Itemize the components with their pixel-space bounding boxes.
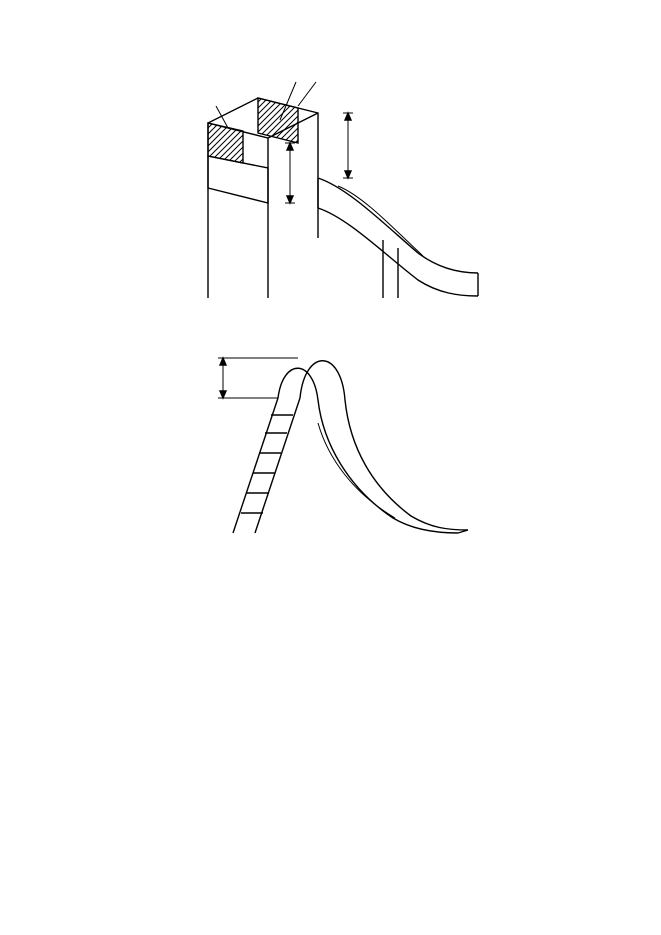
figure-a bbox=[60, 68, 606, 328]
figure-b bbox=[60, 338, 606, 543]
